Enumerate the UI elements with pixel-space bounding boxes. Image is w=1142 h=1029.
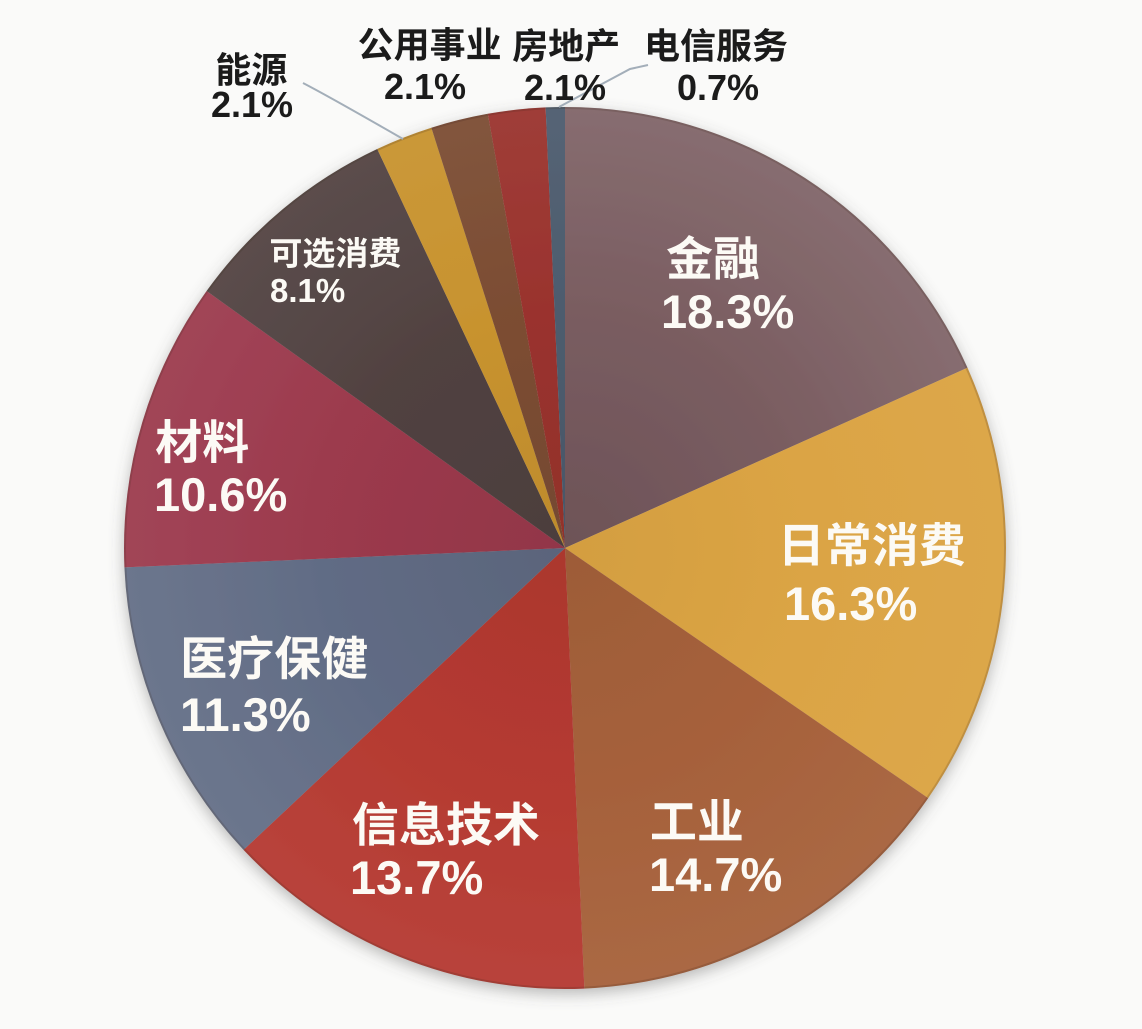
svg-text:2.1%: 2.1%: [384, 66, 466, 107]
svg-text:11.3%: 11.3%: [180, 688, 311, 741]
svg-text:10.6%: 10.6%: [154, 468, 287, 521]
svg-text:2.1%: 2.1%: [524, 67, 606, 108]
svg-text:13.7%: 13.7%: [350, 851, 483, 904]
svg-text:16.3%: 16.3%: [784, 577, 917, 630]
svg-text:18.3%: 18.3%: [661, 285, 794, 338]
svg-text:0.7%: 0.7%: [677, 67, 759, 108]
svg-text:2.1%: 2.1%: [211, 84, 293, 125]
svg-text:8.1%: 8.1%: [270, 272, 345, 309]
svg-text:14.7%: 14.7%: [649, 848, 782, 901]
